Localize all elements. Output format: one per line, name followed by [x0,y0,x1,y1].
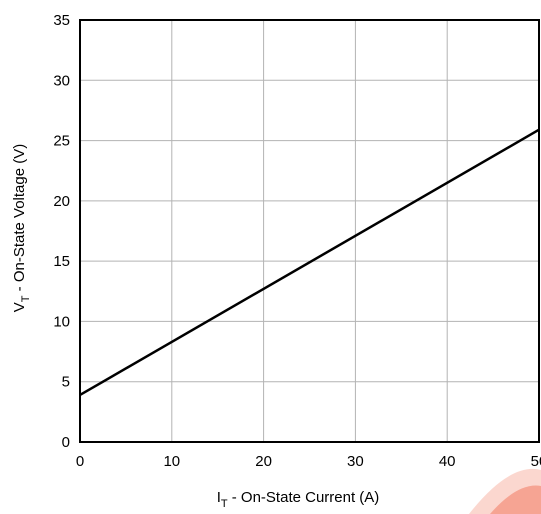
y-tick-label: 25 [53,133,70,150]
x-tick-label: 20 [255,453,272,470]
x-tick-label: 50 [531,453,541,470]
x-axis-label-symbol: I [217,489,221,506]
y-tick-label: 20 [53,193,70,210]
y-tick-label: 0 [62,434,70,451]
series-layer [79,128,540,397]
grid-lines [79,19,540,443]
y-tick-label: 15 [53,253,70,270]
watermark-arc [469,468,541,514]
series-line [79,128,540,397]
y-tick-label: 5 [62,374,70,391]
y-axis-label: VT - On-State Voltage (V) [11,144,32,313]
x-tick-label: 30 [347,453,364,470]
x-tick-label: 0 [76,453,84,470]
y-tick-label: 10 [53,313,70,330]
x-tick-label: 10 [163,453,180,470]
x-tick-label: 40 [439,453,456,470]
y-axis-label-subscript: T [20,295,32,302]
y-axis-label-text: - On-State Voltage (V) [11,144,28,296]
y-tick-label: 30 [53,72,70,89]
plot-frame [79,19,540,443]
y-tick-label: 35 [53,12,70,29]
x-tick-labels: 0 10 20 30 40 50 [76,453,541,470]
y-axis-label-symbol: V [11,302,28,312]
x-axis-label: IT - On-State Current (A) [217,489,380,510]
x-axis-label-subscript: T [221,498,228,510]
watermark-arc-core [490,485,541,514]
y-tick-labels: 0 5 10 15 20 25 30 35 [53,12,70,451]
x-axis-label-text: - On-State Current (A) [228,489,380,506]
